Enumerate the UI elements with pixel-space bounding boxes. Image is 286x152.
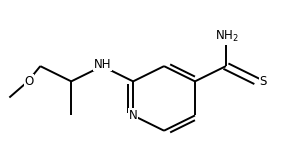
Text: O: O: [25, 75, 34, 88]
Text: S: S: [259, 75, 267, 88]
Text: NH: NH: [94, 58, 111, 71]
Text: NH$_2$: NH$_2$: [215, 29, 239, 44]
Text: N: N: [129, 109, 138, 122]
